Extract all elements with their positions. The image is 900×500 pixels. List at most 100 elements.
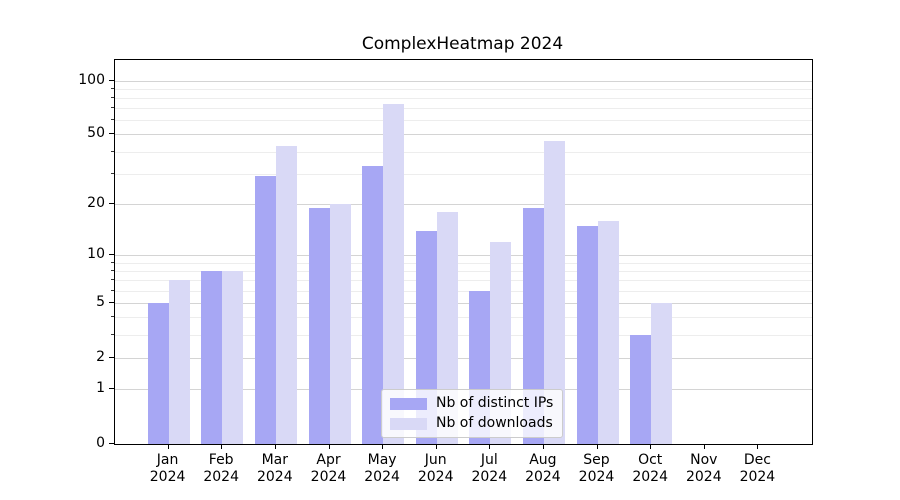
bar-nb-of-distinct-ips-oct (630, 334, 652, 444)
x-tick-year-sep: 2024 (578, 469, 615, 485)
gridline-minor-8 (115, 270, 812, 272)
y-tick-mark-minor-8 (111, 269, 114, 271)
legend-item-downloads: Nb of downloads (390, 416, 553, 431)
bar-nb-of-downloads-oct (651, 302, 673, 444)
y-tick-mark-minor-6 (111, 289, 114, 291)
x-tick-mark-nov (703, 444, 705, 449)
gridline-minor-9 (115, 262, 812, 264)
gridline-minor-90 (115, 88, 812, 90)
x-tick-mark-oct (650, 444, 652, 449)
gridline-minor-6 (115, 290, 812, 292)
x-tick-month-sep: Sep (583, 452, 610, 468)
gridline-minor-4 (115, 317, 812, 319)
y-tick-mark-minor-60 (111, 119, 114, 121)
x-tick-month-jul: Jul (480, 452, 498, 468)
bar-nb-of-downloads-mar (275, 145, 297, 444)
gridline-major-100 (115, 80, 812, 82)
x-tick-year-oct: 2024 (632, 469, 668, 485)
y-tick-mark-minor-70 (111, 107, 114, 109)
x-tick-mark-mar (274, 444, 276, 449)
y-tick-label-1: 1 (96, 380, 105, 397)
y-tick-mark-2 (109, 356, 114, 358)
y-tick-mark-1 (109, 388, 114, 390)
x-tick-year-may: 2024 (364, 469, 400, 485)
legend-item-distinct-ips: Nb of distinct IPs (390, 396, 553, 411)
gridline-major-2 (115, 357, 812, 359)
y-tick-mark-minor-30 (111, 172, 114, 174)
y-tick-mark-50 (109, 133, 114, 135)
x-tick-label-may: May 2024 (352, 452, 412, 486)
y-tick-label-5: 5 (96, 293, 105, 310)
bar-nb-of-distinct-ips-jan (147, 302, 169, 444)
bar-nb-of-distinct-ips-mar (254, 176, 276, 444)
legend-label-downloads: Nb of downloads (436, 415, 553, 431)
gridline-major-10 (115, 255, 812, 257)
x-tick-mark-apr (328, 444, 330, 449)
y-tick-mark-10 (109, 254, 114, 256)
y-tick-mark-minor-7 (111, 279, 114, 281)
x-tick-month-may: May (367, 452, 397, 468)
gridline-major-5 (115, 302, 812, 304)
bar-nb-of-downloads-sep (597, 220, 619, 444)
y-tick-mark-minor-3 (111, 333, 114, 335)
x-tick-label-nov: Nov 2024 (674, 452, 734, 486)
x-tick-label-aug: Aug 2024 (513, 452, 573, 486)
gridline-minor-80 (115, 97, 812, 99)
y-tick-mark-minor-90 (111, 87, 114, 89)
y-tick-mark-minor-4 (111, 316, 114, 318)
x-tick-year-aug: 2024 (525, 469, 561, 485)
plot-area: Nb of distinct IPs Nb of downloads (114, 59, 813, 445)
gridline-major-20 (115, 204, 812, 206)
x-tick-mark-jun (435, 444, 437, 449)
x-tick-label-jun: Jun 2024 (406, 452, 466, 486)
x-tick-label-jul: Jul 2024 (459, 452, 519, 486)
x-tick-year-dec: 2024 (739, 469, 776, 485)
gridline-major-50 (115, 134, 812, 136)
x-tick-label-oct: Oct 2024 (620, 452, 680, 486)
x-tick-year-nov: 2024 (685, 469, 722, 485)
x-tick-label-mar: Mar 2024 (245, 452, 305, 486)
x-tick-label-sep: Sep 2024 (567, 452, 627, 486)
y-tick-label-100: 100 (78, 71, 105, 88)
x-tick-month-feb: Feb (208, 452, 234, 468)
legend: Nb of distinct IPs Nb of downloads (381, 389, 564, 438)
x-tick-month-apr: Apr (316, 452, 341, 468)
x-tick-year-jun: 2024 (417, 469, 454, 485)
gridline-minor-30 (115, 173, 812, 175)
x-tick-month-jan: Jan (156, 452, 179, 468)
y-tick-label-2: 2 (96, 348, 105, 365)
x-tick-month-mar: Mar (261, 452, 288, 468)
x-tick-label-apr: Apr 2024 (299, 452, 359, 486)
y-tick-mark-minor-9 (111, 261, 114, 263)
x-tick-mark-dec (757, 444, 759, 449)
legend-swatch-downloads (390, 417, 427, 430)
gridline-minor-7 (115, 280, 812, 282)
x-tick-label-jan: Jan 2024 (138, 452, 198, 486)
y-tick-mark-20 (109, 203, 114, 205)
y-tick-label-10: 10 (87, 246, 105, 263)
y-tick-mark-5 (109, 301, 114, 303)
x-tick-month-nov: Nov (690, 452, 718, 468)
x-tick-year-feb: 2024 (203, 469, 239, 485)
gridline-minor-40 (115, 151, 812, 153)
legend-label-distinct-ips: Nb of distinct IPs (436, 395, 554, 411)
bar-nb-of-distinct-ips-aug (522, 208, 544, 444)
x-tick-mark-jul (489, 444, 491, 449)
x-tick-mark-sep (596, 444, 598, 449)
x-tick-label-feb: Feb 2024 (191, 452, 251, 486)
x-tick-label-dec: Dec 2024 (727, 452, 787, 486)
x-tick-month-jun: Jun (424, 452, 447, 468)
bar-nb-of-distinct-ips-apr (308, 208, 330, 444)
y-tick-mark-100 (109, 79, 114, 81)
bar-nb-of-downloads-jan (168, 280, 190, 444)
x-tick-month-aug: Aug (529, 452, 557, 468)
gridline-minor-60 (115, 120, 812, 122)
x-tick-year-jan: 2024 (149, 469, 186, 485)
bar-nb-of-downloads-jun (436, 212, 458, 444)
x-tick-month-dec: Dec (743, 452, 771, 468)
y-tick-mark-minor-80 (111, 96, 114, 98)
x-tick-year-mar: 2024 (256, 469, 293, 485)
x-tick-month-oct: Oct (638, 452, 663, 468)
x-tick-mark-may (382, 444, 384, 449)
